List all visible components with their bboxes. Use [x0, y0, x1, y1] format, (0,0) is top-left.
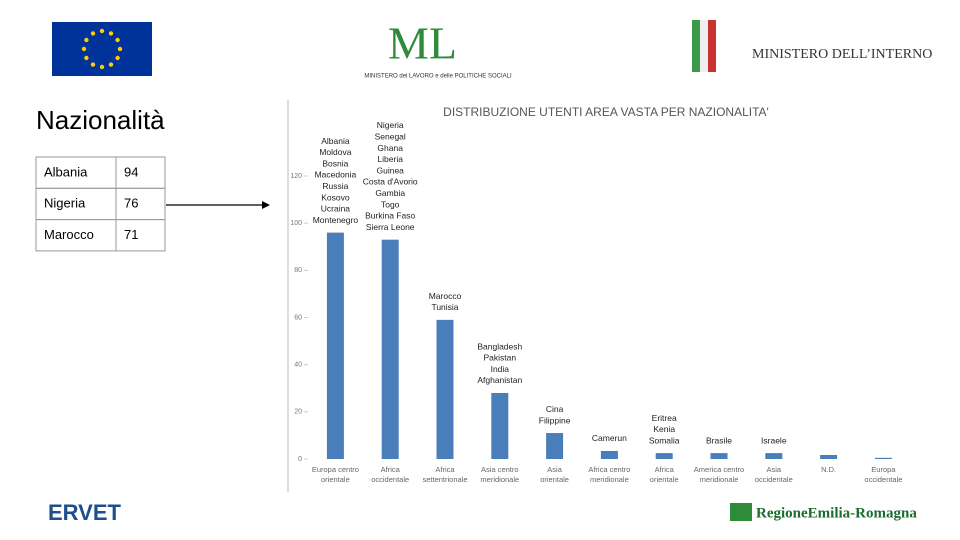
- flag-green: [692, 20, 700, 72]
- bar-annotation: India: [491, 364, 510, 374]
- eu-star: [99, 28, 105, 34]
- y-tick-label: 20: [294, 409, 302, 416]
- bar: [326, 232, 344, 459]
- y-tick-label: 100: [290, 220, 302, 227]
- x-tick-label: Africa centro meridionale: [588, 465, 630, 484]
- flag-red: [708, 20, 716, 72]
- y-tick-label: 60: [294, 314, 302, 321]
- x-tick-label: Africa settentrionale: [422, 465, 467, 484]
- bar-annotation: Costa d'Avorio: [363, 177, 418, 187]
- bar-annotation: Ucraina: [321, 204, 351, 214]
- bar: [655, 453, 673, 459]
- bar-annotation: Afghanistan: [477, 375, 522, 385]
- bar-annotation: Ghana: [377, 143, 403, 153]
- bar-annotation: Liberia: [377, 154, 403, 164]
- bar-annotation: Togo: [381, 199, 400, 209]
- bar-annotation: Russia: [322, 181, 348, 191]
- regione-mark: [730, 503, 752, 521]
- chart-title: DISTRIBUZIONE UTENTI AREA VASTA PER NAZI…: [443, 105, 769, 119]
- bar-annotation: Kenia: [653, 424, 675, 434]
- table-cell: 94: [124, 164, 138, 179]
- flag-white: [700, 20, 708, 72]
- ml-caption: MINISTERO del LAVORO e delle POLITICHE S…: [364, 74, 512, 80]
- bar-annotation: Camerun: [592, 433, 627, 443]
- arrow-head: [262, 201, 270, 209]
- x-tick-label: Europa occidentale: [864, 465, 902, 484]
- bar-annotation: Kosovo: [321, 192, 350, 202]
- bar: [491, 392, 509, 459]
- eu-star: [81, 46, 87, 52]
- bar-annotation: Senegal: [375, 132, 406, 142]
- chart: 0 20 40 60 80 100 120 Europa centro orientale Alb…: [290, 120, 902, 484]
- bar-annotation: Israele: [761, 435, 787, 445]
- table-cell: 71: [124, 227, 138, 242]
- bar-annotation: Gambia: [375, 188, 405, 198]
- table-cell: Marocco: [44, 227, 94, 242]
- x-tick-label: Asia occidentale: [755, 465, 793, 484]
- eu-star: [84, 37, 89, 43]
- bar-annotation: Brasile: [706, 435, 732, 445]
- x-tick-label: America centro meridionale: [694, 465, 744, 484]
- bar: [381, 239, 399, 459]
- x-tick-label: Europa centro orientale: [312, 465, 359, 484]
- table-row: [35, 219, 166, 252]
- bar-annotation: Macedonia: [315, 170, 357, 180]
- bar-annotation: Albania: [321, 136, 350, 146]
- bar-annotation: Montenegro: [313, 215, 359, 225]
- bar-annotation: Moldova: [319, 147, 351, 157]
- x-tick-label: Asia centro meridionale: [480, 465, 519, 484]
- bar-annotation: Burkina Faso: [365, 211, 415, 221]
- y-tick-label: 120: [290, 173, 302, 180]
- table-cell: Albania: [44, 164, 88, 179]
- regione-logo: RegioneEmilia-Romagna: [756, 505, 917, 521]
- x-tick-label: Africa occidentale: [371, 465, 409, 484]
- bar-annotation: Tunisia: [431, 302, 458, 312]
- eu-star: [99, 64, 105, 70]
- bar-annotation: Guinea: [376, 165, 404, 175]
- y-tick-label: 80: [294, 267, 302, 274]
- x-tick-label: Asia orientale: [540, 465, 569, 484]
- bar: [546, 433, 564, 459]
- bar-annotation: Bangladesh: [477, 341, 522, 351]
- ml-logo: ML: [388, 18, 457, 69]
- bar-annotation: Eritrea: [652, 413, 677, 423]
- bar-annotation: Bosnia: [322, 158, 348, 168]
- bar: [765, 453, 783, 459]
- bar: [874, 457, 892, 459]
- bar-annotation: Cina: [546, 404, 564, 414]
- eu-star: [90, 62, 96, 67]
- bar: [820, 454, 838, 459]
- eu-star: [84, 55, 89, 61]
- table: Albania 94 Nigeria 76 Marocco 71: [35, 156, 166, 252]
- bar: [710, 453, 728, 459]
- table-cell: 76: [124, 196, 138, 211]
- bar-annotation: Nigeria: [377, 120, 404, 130]
- eu-star: [115, 37, 120, 43]
- eu-star: [117, 46, 123, 52]
- bar-annotation: Pakistan: [483, 353, 516, 363]
- eu-stars: [81, 28, 123, 70]
- bar: [436, 319, 454, 459]
- bar-annotation: Somalia: [649, 435, 680, 445]
- bar: [600, 450, 618, 459]
- eu-star: [115, 55, 120, 61]
- y-tick-label: 0: [298, 456, 302, 463]
- eu-star: [90, 31, 96, 36]
- eu-star: [108, 62, 114, 67]
- bar-annotation: Filippine: [539, 415, 571, 425]
- y-tick-label: 40: [294, 362, 302, 369]
- bar-annotation: Sierra Leone: [366, 222, 415, 232]
- interno-logo: MINISTERO DELL’INTERNO: [752, 47, 932, 62]
- slide-title: Nazionalità: [36, 105, 165, 135]
- eu-star: [108, 31, 114, 36]
- table-cell: Nigeria: [44, 196, 86, 211]
- ervet-logo: ERVET: [48, 500, 122, 525]
- x-tick-label: N.D.: [821, 465, 836, 474]
- x-tick-label: Africa orientale: [650, 465, 679, 484]
- bar-annotation: Marocco: [429, 291, 462, 301]
